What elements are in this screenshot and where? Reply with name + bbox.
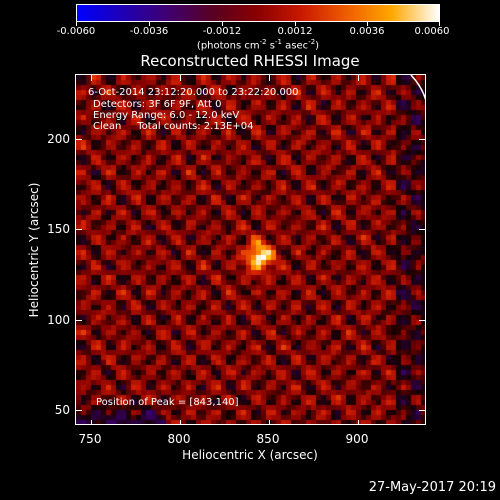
info-time-range: 6-Oct-2014 23:12:20.000 to 23:22:20.000	[88, 87, 299, 98]
info-energy-range: Energy Range: 6.0 - 12.0 keV	[93, 110, 240, 121]
colorbar-tick	[76, 22, 77, 26]
y-tick-right	[419, 139, 425, 140]
y-tick-right	[419, 229, 425, 230]
colorbar-tick	[439, 22, 440, 26]
x-tick-label: 750	[78, 432, 102, 446]
peak-position: Position of Peak = [843,140]	[96, 397, 239, 408]
timestamp: 27-May-2017 20:19	[368, 480, 496, 495]
y-tick-label: 50	[54, 403, 70, 417]
colorbar-tick-label: -0.0060	[56, 26, 96, 37]
colorbar-tick-label: 0.0060	[414, 26, 450, 37]
colorbar-units: (photons cm-2 s-1 asec-2)	[196, 38, 320, 52]
y-tick-label: 150	[47, 222, 70, 236]
colorbar-tick-label: -0.0036	[129, 26, 169, 37]
colorbar-tick	[222, 22, 223, 26]
y-tick-label: 200	[47, 132, 70, 146]
colorbar-tick-label: 0.0012	[277, 26, 313, 37]
x-tick-top	[180, 75, 181, 81]
x-tick-label: 900	[345, 432, 369, 446]
colorbar-tick	[367, 22, 368, 26]
x-tick-bottom	[269, 420, 270, 424]
y-tick-label: 100	[47, 313, 70, 327]
x-tick-bottom	[358, 420, 359, 424]
colorbar	[76, 4, 440, 22]
x-tick-bottom	[91, 420, 92, 424]
y-tick-left	[76, 139, 82, 140]
x-tick-label: 850	[256, 432, 280, 446]
limb-arc	[410, 75, 425, 101]
colorbar-tick	[295, 22, 296, 26]
y-tick-right	[419, 320, 425, 321]
x-tick-top	[269, 75, 270, 81]
colorbar-tick-label: -0.0012	[202, 26, 242, 37]
x-tick-bottom	[180, 420, 181, 424]
x-axis-label: Heliocentric X (arcsec)	[182, 448, 318, 462]
y-tick-left	[76, 229, 82, 230]
y-tick-left	[76, 320, 82, 321]
x-tick-label: 800	[167, 432, 191, 446]
info-detectors: Detectors: 3F 6F 9F, Att 0	[93, 99, 222, 110]
y-tick-right	[419, 410, 425, 411]
image-frame: 6-Oct-2014 23:12:20.000 to 23:22:20.000 …	[75, 74, 426, 425]
plot-title: Reconstructed RHESSI Image	[140, 52, 360, 70]
rhessi-heatmap	[76, 75, 425, 424]
x-tick-top	[358, 75, 359, 81]
x-tick-top	[91, 75, 92, 81]
colorbar-tick-label: 0.0036	[349, 26, 385, 37]
y-tick-left	[76, 410, 82, 411]
y-axis-label: Heliocentric Y (arcsec)	[27, 182, 41, 318]
info-clean-counts: Clean Total counts: 2.13E+04	[93, 121, 254, 132]
colorbar-tick	[149, 22, 150, 26]
